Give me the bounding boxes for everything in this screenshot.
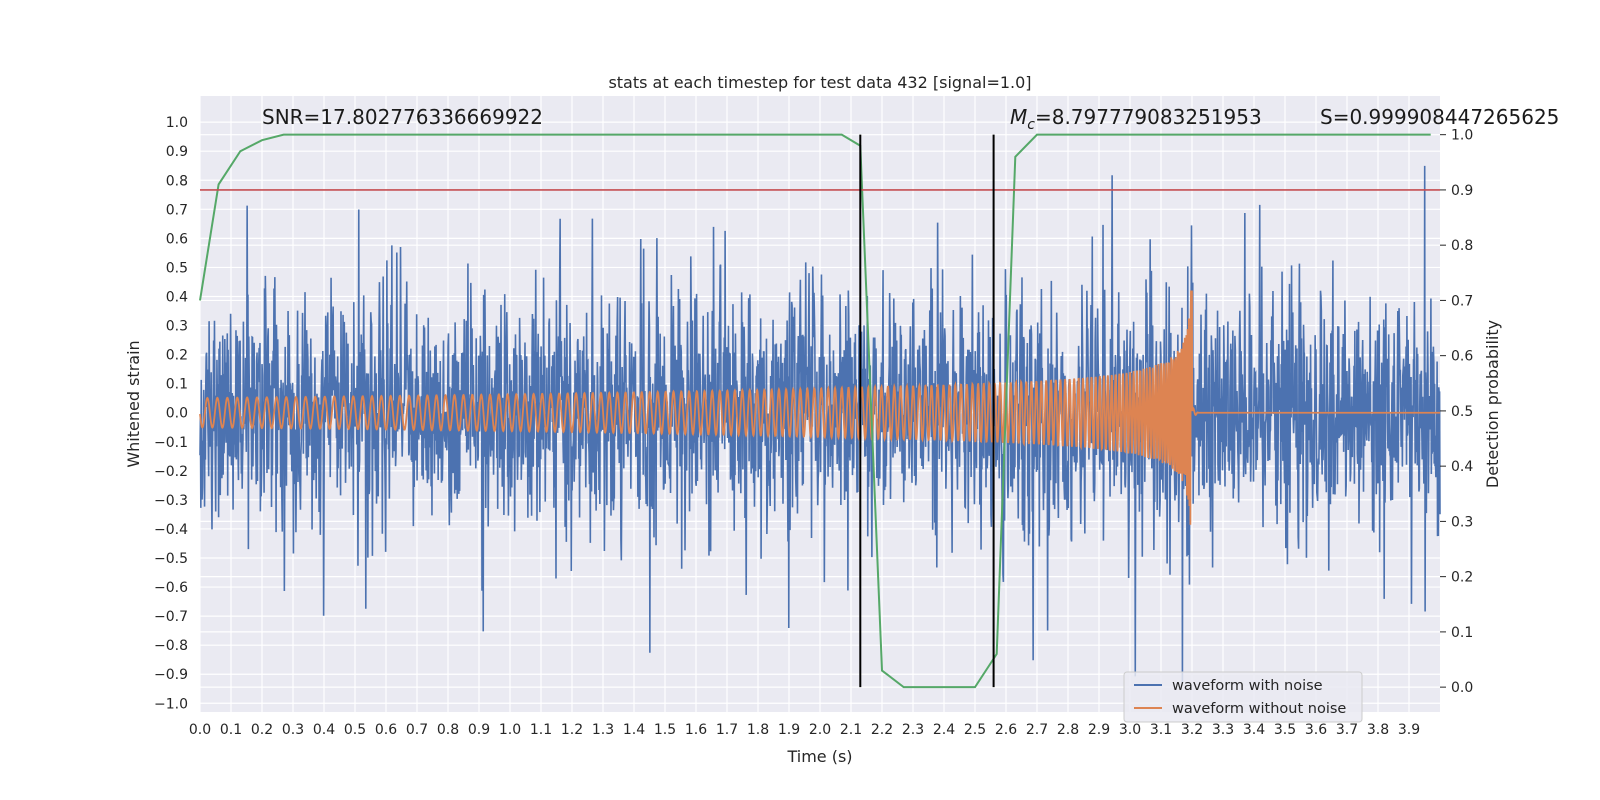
y-tick-label: −0.7	[154, 609, 188, 625]
x-tick-label: 0.2	[251, 722, 273, 738]
y-tick-label: −0.3	[154, 493, 188, 509]
x-tick-label: 0.0	[189, 722, 211, 738]
y-tick-label: 0.7	[166, 202, 188, 218]
x-tick-label: 1.2	[561, 722, 583, 738]
y2-ticks: 1.0 0.9 0.8 0.7 0.6 0.5 0.4 0.3 0.2 0.1 0.0	[1440, 128, 1473, 696]
x-tick-label: 0.4	[313, 722, 335, 738]
x-tick-label: 2.6	[995, 722, 1017, 738]
y2-tick-label: 1.0	[1451, 128, 1473, 144]
y2-tick-label: 0.3	[1451, 514, 1473, 530]
chart-title: stats at each timestep for test data 432…	[608, 73, 1031, 92]
x-tick-label: 3.1	[1150, 722, 1172, 738]
y2-tick-label: 0.8	[1451, 238, 1473, 254]
x-axis-label: Time (s)	[786, 747, 852, 766]
legend: waveform with noise waveform without noi…	[1123, 671, 1363, 723]
y-tick-label: 0.5	[166, 260, 188, 276]
x-tick-label: 0.1	[220, 722, 242, 738]
y2-tick-label: 0.5	[1451, 404, 1473, 420]
y2-tick-label: 0.7	[1451, 293, 1473, 309]
x-tick-label: 2.9	[1088, 722, 1110, 738]
y2-axis-label: Detection probability	[1483, 320, 1502, 488]
x-tick-label: 0.5	[344, 722, 366, 738]
y-tick-label: 0.1	[166, 377, 188, 393]
y-tick-label: −1.0	[154, 696, 188, 712]
x-tick-label: 1.9	[778, 722, 800, 738]
x-tick-label: 1.0	[499, 722, 521, 738]
s-annotation: S=0.999908447265625	[1320, 105, 1559, 129]
y2-tick-label: 0.6	[1451, 349, 1473, 365]
x-tick-label: 1.5	[654, 722, 676, 738]
x-tick-label: 0.7	[406, 722, 428, 738]
x-tick-label: 1.4	[623, 722, 645, 738]
y2-tick-label: 0.9	[1451, 183, 1473, 199]
x-tick-label: 2.7	[1026, 722, 1048, 738]
x-tick-label: 3.5	[1274, 722, 1296, 738]
overlay	[200, 134, 1440, 688]
x-tick-label: 0.6	[375, 722, 397, 738]
y-tick-label: 0.0	[166, 406, 188, 422]
x-tick-label: 1.3	[592, 722, 614, 738]
y-tick-label: 0.2	[166, 348, 188, 364]
y-axis-label: Whitened strain	[124, 340, 143, 467]
x-tick-label: 2.4	[933, 722, 955, 738]
y-tick-label: 0.8	[166, 173, 188, 189]
y-ticks: 1.0 0.9 0.8 0.7 0.6 0.5 0.4 0.3 0.2 0.1 0.0 −0.1 −0.…	[154, 115, 188, 712]
x-tick-label: 1.6	[685, 722, 707, 738]
y2-tick-label: 0.4	[1451, 459, 1473, 475]
x-tick-label: 2.3	[902, 722, 924, 738]
y-tick-label: 0.3	[166, 319, 188, 335]
y-tick-label: −0.1	[154, 435, 188, 451]
y-tick-label: −0.2	[154, 464, 188, 480]
legend-label-clean: waveform without noise	[1172, 701, 1346, 717]
mc-value: =8.797779083251953	[1035, 105, 1262, 129]
clean-waveform-line	[199, 290, 1440, 525]
x-tick-label: 1.8	[747, 722, 769, 738]
x-tick-label: 3.0	[1119, 722, 1141, 738]
y-tick-label: −0.5	[154, 551, 188, 567]
clean-series	[199, 290, 1440, 525]
x-tick-label: 1.1	[530, 722, 552, 738]
y-tick-label: −0.6	[154, 580, 188, 596]
mc-symbol: M	[1010, 105, 1027, 129]
y-tick-label: 0.6	[166, 231, 188, 247]
x-tick-label: 3.4	[1243, 722, 1265, 738]
y-tick-label: 0.4	[166, 289, 188, 305]
x-tick-label: 0.8	[437, 722, 459, 738]
x-tick-label: 3.6	[1305, 722, 1327, 738]
x-tick-label: 2.8	[1057, 722, 1079, 738]
x-tick-label: 0.3	[282, 722, 304, 738]
x-tick-label: 2.1	[840, 722, 862, 738]
y2-tick-label: 0.2	[1451, 570, 1473, 586]
x-tick-label: 3.2	[1181, 722, 1203, 738]
detection-probability-line	[199, 133, 1431, 689]
x-tick-label: 0.9	[468, 722, 490, 738]
x-tick-label: 1.7	[716, 722, 738, 738]
y2-tick-label: 0.0	[1451, 680, 1473, 696]
x-ticks: 0.0 0.1 0.2 0.3 0.4 0.5 0.6 0.7 0.8 0.9 1.0 1.1 1.2 1…	[189, 722, 1420, 738]
x-tick-label: 2.2	[871, 722, 893, 738]
snr-annotation: SNR=17.802776336669922	[262, 105, 543, 129]
y2-tick-label: 0.1	[1451, 625, 1473, 641]
y-tick-label: 0.9	[166, 144, 188, 160]
probability-series	[199, 133, 1431, 689]
x-tick-label: 3.3	[1212, 722, 1234, 738]
legend-label-noise: waveform with noise	[1172, 678, 1323, 694]
legend-frame	[1123, 671, 1363, 723]
mc-subscript: c	[1027, 117, 1035, 133]
mc-annotation: Mc=8.797779083251953	[1010, 105, 1262, 133]
x-tick-label: 3.7	[1336, 722, 1358, 738]
x-tick-label: 2.5	[964, 722, 986, 738]
y-tick-label: −0.4	[154, 522, 188, 538]
x-tick-label: 3.8	[1367, 722, 1389, 738]
x-tick-label: 2.0	[809, 722, 831, 738]
y-tick-label: −0.8	[154, 638, 188, 654]
y-tick-label: −0.9	[154, 667, 188, 683]
x-tick-label: 3.9	[1398, 722, 1420, 738]
y-tick-label: 1.0	[166, 115, 188, 131]
